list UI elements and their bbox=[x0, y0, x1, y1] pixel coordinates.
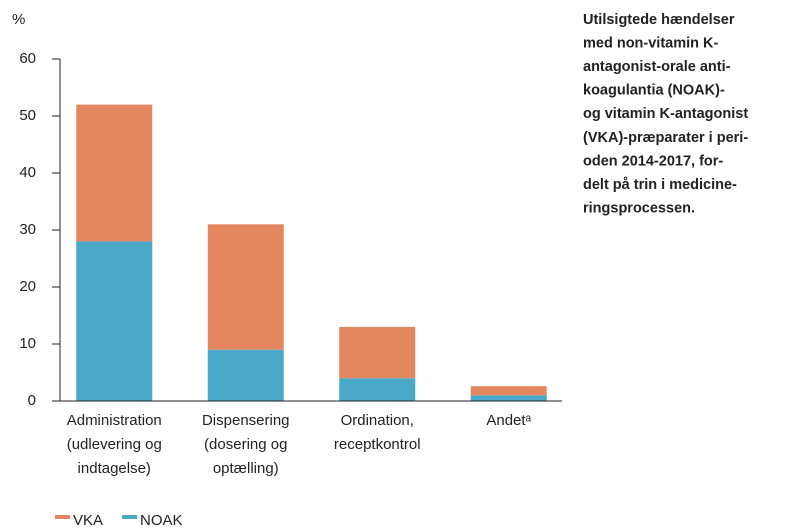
y-tick-label: 50 bbox=[19, 107, 36, 124]
bar-segment bbox=[339, 326, 416, 379]
y-tick-label: 40 bbox=[19, 164, 36, 181]
legend-label: NOAK bbox=[140, 512, 183, 529]
bar-segment bbox=[76, 241, 153, 401]
side-title: delt på trin i medicine- bbox=[583, 177, 737, 193]
x-tick-label: Andetᵃ bbox=[486, 412, 531, 429]
bar-segment bbox=[76, 104, 153, 242]
side-title: med non-vitamin K- bbox=[583, 35, 719, 51]
x-tick-label: receptkontrol bbox=[334, 436, 421, 453]
bar-segment bbox=[470, 386, 547, 396]
side-title: og vitamin K-antagonist bbox=[583, 106, 748, 122]
y-tick-label: 30 bbox=[19, 221, 36, 238]
x-tick-label: indtagelse) bbox=[78, 460, 151, 477]
side-title: (VKA)-præparater i peri- bbox=[583, 130, 748, 146]
side-title: oden 2014-2017, for- bbox=[583, 153, 723, 169]
y-tick-label: 20 bbox=[19, 278, 36, 295]
x-tick-label: Ordination, bbox=[341, 412, 414, 429]
x-tick-label: optælling) bbox=[213, 460, 279, 477]
y-tick-label: 0 bbox=[28, 392, 36, 409]
x-tick-label: (dosering og bbox=[204, 436, 287, 453]
bar-segment bbox=[207, 224, 284, 350]
side-title: antagonist-orale anti- bbox=[583, 59, 731, 75]
legend-swatch bbox=[122, 515, 137, 519]
bar-segment bbox=[470, 395, 547, 401]
x-tick-label: (udlevering og bbox=[67, 436, 162, 453]
side-title: Utilsigtede hændelser bbox=[583, 12, 735, 28]
bar-segment bbox=[207, 349, 284, 401]
legend-swatch bbox=[55, 515, 70, 519]
bar-segment bbox=[339, 378, 416, 401]
y-axis-label: % bbox=[12, 11, 25, 28]
side-title: koagulantia (NOAK)- bbox=[583, 83, 725, 99]
y-tick-label: 10 bbox=[19, 335, 36, 352]
x-tick-label: Administration bbox=[67, 412, 162, 429]
side-title: ringsprocessen. bbox=[583, 201, 695, 217]
x-tick-label: Dispensering bbox=[202, 412, 290, 429]
legend-label: VKA bbox=[73, 512, 103, 529]
y-tick-label: 60 bbox=[19, 50, 36, 67]
